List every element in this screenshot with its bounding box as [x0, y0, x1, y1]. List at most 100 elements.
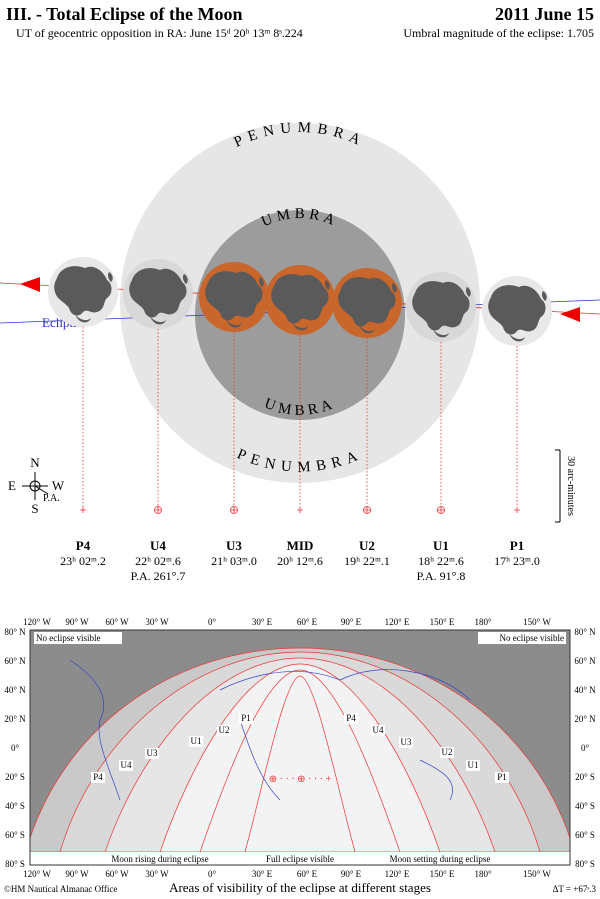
curve-label: U2 — [442, 747, 453, 757]
contact-time: 20ʰ 12ᵐ.6 — [277, 554, 323, 568]
map-note: Moon setting during eclipse — [390, 854, 491, 864]
lon-label-bottom: 120° W — [23, 869, 51, 879]
curve-label-box — [145, 748, 159, 759]
contact-marker — [80, 507, 86, 513]
delta-t: ΔT = +67ˢ.3 — [553, 884, 597, 894]
curve-label: U3 — [401, 737, 412, 747]
contact-time: 18ʰ 22ᵐ.6 — [418, 554, 464, 568]
moons — [48, 257, 552, 346]
lat-label-left: 80° S — [5, 859, 25, 869]
lat-label-left: 40° S — [5, 801, 25, 811]
map-labels: 120° W 120° W 90° W 90° W 60° W 60° W 30° W 30°… — [4, 617, 596, 879]
curve-label: U1 — [468, 760, 479, 770]
map-frame — [29, 629, 571, 866]
curve-label: P4 — [346, 713, 356, 723]
curve-label: U3 — [147, 748, 158, 758]
compass-n: N — [30, 455, 40, 470]
lat-label-right: 60° N — [574, 656, 596, 666]
curve-label: U4 — [121, 760, 132, 770]
map-note: Moon rising during eclipse — [111, 854, 208, 864]
scale-label: 30 arc-minutes — [565, 456, 576, 516]
contact-time: 17ʰ 23ᵐ.0 — [494, 554, 540, 568]
map: ⊕ · · · ⊕ · · · + — [29, 629, 571, 866]
lon-label-bottom: 30° W — [145, 869, 169, 879]
lon-label-bottom: 60° E — [297, 869, 318, 879]
arrow — [560, 307, 580, 322]
umbra-label: UMBRA — [262, 396, 338, 419]
contact-label: P1 — [510, 538, 524, 553]
compass-pa: P.A. — [43, 493, 60, 504]
coastline — [69, 659, 471, 801]
lat-label-left: 40° N — [4, 685, 26, 695]
map-note: No eclipse visible — [36, 633, 101, 643]
compass: N S E W P.A. — [8, 455, 65, 516]
curve-label: P4 — [93, 772, 103, 782]
lon-label-top: 90° E — [341, 617, 362, 627]
lat-label-left: 20° N — [4, 714, 26, 724]
date: 2011 June 15 — [495, 4, 594, 24]
lon-label-top: 90° W — [65, 617, 89, 627]
lon-label-top: 120° E — [385, 617, 410, 627]
contact-marker — [514, 507, 520, 513]
contact-time: 22ʰ 02ᵐ.6 — [135, 554, 181, 568]
note-box — [34, 632, 122, 644]
lat-label-right: 20° S — [575, 772, 595, 782]
curve-label-box — [495, 772, 509, 783]
curve-label: P1 — [241, 713, 251, 723]
lat-label-right: 40° S — [575, 801, 595, 811]
compass-e: E — [8, 478, 16, 493]
lon-label-top: 30° E — [252, 617, 273, 627]
contact-marker — [154, 506, 162, 514]
contact-label: U3 — [226, 538, 242, 553]
lon-label-bottom: 0° — [208, 869, 217, 879]
lat-label-right: 60° S — [575, 830, 595, 840]
opposition: UT of geocentric opposition in RA: June … — [16, 26, 303, 40]
lat-label-right: 80° N — [574, 627, 596, 637]
curve-label: U4 — [373, 725, 384, 735]
contact-pa: P.A. 261°.7 — [131, 569, 186, 583]
contact-label: U2 — [359, 538, 375, 553]
contact-marker — [364, 507, 370, 513]
magnitude: Umbral magnitude of the eclipse: 1.705 — [403, 26, 594, 40]
lon-label-bottom: 120° E — [385, 869, 410, 879]
map-note: No eclipse visible — [500, 633, 565, 643]
note-box — [478, 632, 566, 644]
lon-label-top: 150° E — [430, 617, 455, 627]
lon-label-top: 180° — [474, 617, 492, 627]
lon-label-bottom: 150° E — [430, 869, 455, 879]
curve — [199, 669, 401, 853]
curve-label: P1 — [497, 772, 507, 782]
curve-label-box — [91, 772, 105, 783]
arrow — [20, 277, 40, 292]
lat-label-right: 40° N — [574, 685, 596, 695]
lon-label-bottom: 90° E — [341, 869, 362, 879]
contact-label: P4 — [76, 538, 91, 553]
lon-label-top: 60° W — [105, 617, 129, 627]
lon-label-top: 120° W — [23, 617, 51, 627]
curve-label-box — [466, 760, 480, 771]
contact-label: U4 — [150, 538, 166, 553]
lon-label-top: 0° — [208, 617, 217, 627]
lon-label-bottom: 30° E — [252, 869, 273, 879]
lat-label-left: 60° S — [5, 830, 25, 840]
curve-label-box — [399, 737, 413, 748]
lon-label-bottom: 150° W — [523, 869, 551, 879]
compass-s: S — [31, 501, 38, 516]
caption: Areas of visibility of the eclipse at di… — [169, 880, 431, 895]
curve-label-box — [239, 713, 253, 724]
lat-label-left: 20° S — [5, 772, 25, 782]
umbra-bottom: UMBRA — [262, 396, 334, 419]
lon-label-bottom: 180° — [474, 869, 492, 879]
contact-time: 23ʰ 02ᵐ.2 — [60, 554, 106, 568]
credit: ©HM Nautical Almanac Office — [4, 884, 117, 894]
curve-label-box — [440, 747, 454, 758]
region-full — [159, 663, 441, 853]
contact-marker — [230, 506, 238, 514]
lat-label-left: 80° N — [4, 627, 26, 637]
curve-label-box — [371, 725, 385, 736]
curve-label: U1 — [191, 736, 202, 746]
contact-marker — [297, 507, 303, 513]
contact-marker — [155, 507, 161, 513]
lon-label-top: 60° E — [297, 617, 318, 627]
